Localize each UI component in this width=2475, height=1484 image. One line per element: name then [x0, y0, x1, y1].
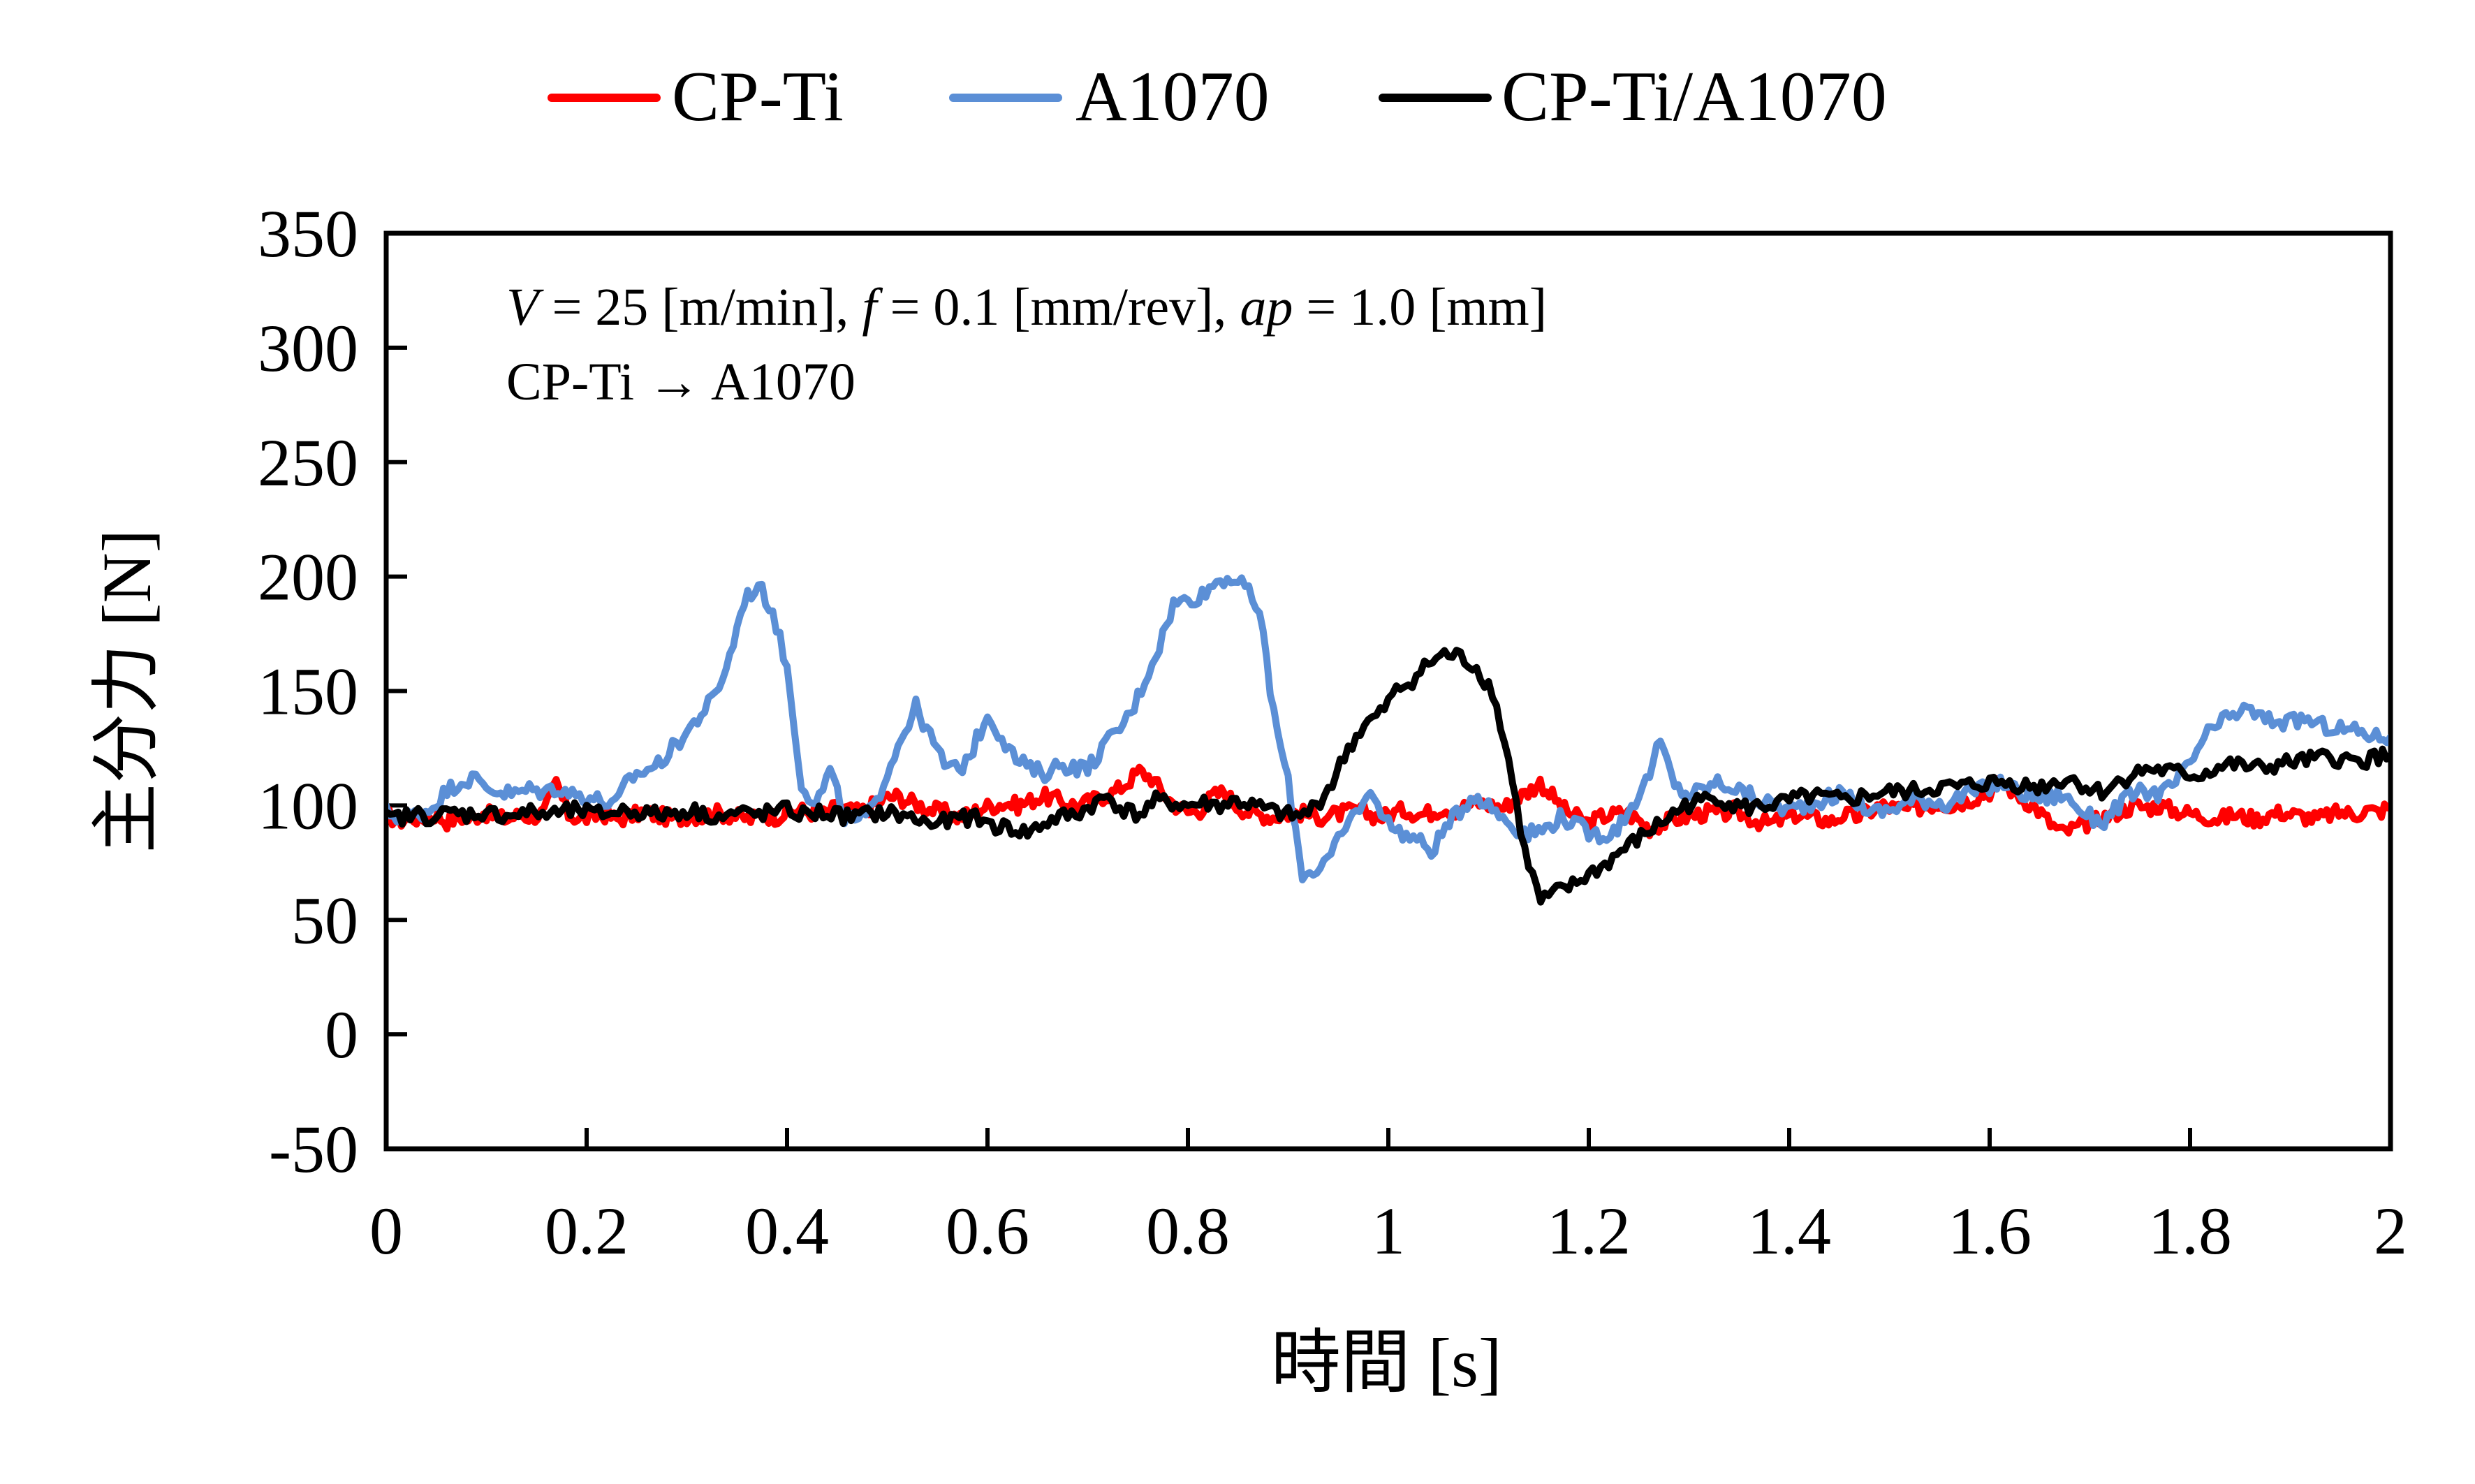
series-line-a1070: [388, 574, 2388, 883]
annotation-v-value: = 25 [m/min],: [538, 278, 862, 337]
legend-label-cp-ti-a1070: CP-Ti/A1070: [1501, 57, 1887, 136]
x-axis-title: 時間 [s]: [1271, 1324, 1502, 1402]
y-axis: -50 0 50 100 150 200 250 300 350: [258, 196, 407, 1187]
y-tick-label: 350: [258, 196, 358, 271]
x-tick-label: 0: [369, 1193, 403, 1268]
annotation-ap-symbol: ap: [1240, 278, 1293, 337]
legend-label-cp-ti: CP-Ti: [672, 57, 844, 136]
series-group: [388, 574, 2388, 906]
annotation-f-value: = 0.1 [mm/rev],: [877, 278, 1240, 337]
annotation-sequence: CP-Ti → A1070: [506, 353, 855, 411]
x-tick-label: 1.4: [1747, 1193, 1831, 1268]
y-tick-label: 50: [291, 883, 358, 957]
x-tick-label: 2: [2374, 1193, 2407, 1268]
series-line-cp-ti-a1070: [388, 647, 2388, 906]
y-tick-label: 300: [258, 311, 358, 385]
annotation-conditions: V = 25 [m/min], f = 0.1 [mm/rev], ap = 1…: [506, 278, 1547, 337]
x-tick-label: 1.8: [2148, 1193, 2232, 1268]
x-tick-label: 0.8: [1146, 1193, 1230, 1268]
legend-label-a1070: A1070: [1075, 57, 1270, 136]
x-tick-label: 0.6: [946, 1193, 1029, 1268]
y-tick-label: 150: [258, 654, 358, 729]
y-tick-label: 250: [258, 425, 358, 500]
x-tick-label: 1: [1372, 1193, 1405, 1268]
x-tick-label: 0.2: [545, 1193, 629, 1268]
legend: CP-Ti A1070 CP-Ti/A1070: [548, 57, 1887, 136]
y-tick-label: 200: [258, 540, 358, 615]
x-tick-label: 0.4: [745, 1193, 829, 1268]
x-axis: 0 0.2 0.4 0.6 0.8 1 1.2 1.4 1.6 1.8 2: [369, 1128, 2407, 1268]
y-tick-label: 0: [325, 997, 358, 1072]
y-tick-label: 100: [258, 768, 358, 843]
annotation-v-symbol: V: [506, 278, 544, 337]
annotation-ap-value: = 1.0 [mm]: [1293, 278, 1547, 337]
x-tick-label: 1.6: [1948, 1193, 2032, 1268]
x-tick-label: 1.2: [1547, 1193, 1631, 1268]
y-axis-title: 主分力 [N]: [88, 529, 166, 853]
y-tick-label: -50: [269, 1112, 358, 1187]
